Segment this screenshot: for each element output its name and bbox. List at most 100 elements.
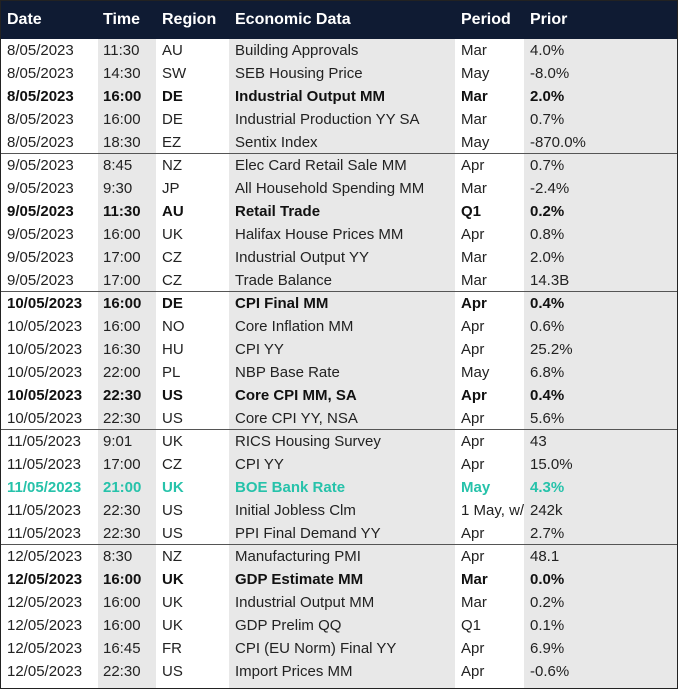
table-cell: 17:00 <box>103 272 141 289</box>
table-cell: 16:00 <box>103 111 141 128</box>
table-cell: 14:30 <box>103 65 141 82</box>
table-cell: 0.2% <box>530 203 565 220</box>
table-cell: 22:30 <box>103 387 142 404</box>
table-cell: SEB Housing Price <box>235 65 363 82</box>
table-cell: 8:45 <box>103 157 133 174</box>
table-cell: NZ <box>162 548 182 565</box>
table-cell: 16:00 <box>103 594 141 611</box>
table-cell: 25.2% <box>530 341 573 358</box>
table-cell: UK <box>162 433 183 450</box>
table-cell: 16:30 <box>103 341 141 358</box>
table-cell: 242k <box>530 502 563 519</box>
table-cell: 0.2% <box>530 594 565 611</box>
header-cell: Economic Data <box>235 11 351 28</box>
table-cell: 14.3B <box>530 272 570 289</box>
table-cell: 0.1% <box>530 617 565 634</box>
table-cell: 16:00 <box>103 295 142 312</box>
table-cell: 16:45 <box>103 640 141 657</box>
table-cell: Apr <box>461 410 485 427</box>
table-cell: GDP Prelim QQ <box>235 617 342 634</box>
table-cell: Apr <box>461 525 485 542</box>
table-cell: Apr <box>461 318 485 335</box>
table-cell: Apr <box>461 226 485 243</box>
table-cell: 16:00 <box>103 318 141 335</box>
table-cell: PPI Final Demand YY <box>235 525 381 542</box>
table-cell: Mar <box>461 88 488 105</box>
table-cell: US <box>162 410 183 427</box>
table-cell: 16:00 <box>103 571 142 588</box>
table-cell: Mar <box>461 111 487 128</box>
table-cell: AU <box>162 203 184 220</box>
table-cell: 2.0% <box>530 249 565 266</box>
table-cell: Import Prices MM <box>235 663 353 680</box>
table-cell: NZ <box>162 157 182 174</box>
table-cell: Mar <box>461 594 487 611</box>
table-cell: Building Approvals <box>235 42 359 59</box>
table-cell: 0.8% <box>530 226 565 243</box>
table-cell: CPI (EU Norm) Final YY <box>235 640 397 657</box>
group-separator <box>1 429 677 430</box>
table-cell: GDP Estimate MM <box>235 571 364 588</box>
header-cell: Region <box>162 11 217 28</box>
table-cell: 12/05/2023 <box>7 548 83 565</box>
table-cell: Mar <box>461 180 487 197</box>
table-cell: Industrial Output MM <box>235 88 385 105</box>
table-cell: US <box>162 502 183 519</box>
table-cell: UK <box>162 594 183 611</box>
table-cell: 0.0% <box>530 571 565 588</box>
table-cell: -2.4% <box>530 180 570 197</box>
table-cell: CZ <box>162 272 182 289</box>
table-cell: US <box>162 387 183 404</box>
table-cell: NO <box>162 318 185 335</box>
table-cell: 9/05/2023 <box>7 226 74 243</box>
table-cell: BOE Bank Rate <box>235 479 346 496</box>
table-cell: 22:30 <box>103 525 141 542</box>
table-cell: 22:30 <box>103 410 141 427</box>
table-cell: 8/05/2023 <box>7 111 74 128</box>
table-cell: 11/05/2023 <box>7 525 81 542</box>
table-cell: 10/05/2023 <box>7 318 83 335</box>
table-cell: 10/05/2023 <box>7 295 83 312</box>
table-cell: 15.0% <box>530 456 573 473</box>
table-cell: 9/05/2023 <box>7 157 74 174</box>
table-cell: 11:30 <box>103 203 141 220</box>
table-cell: CZ <box>162 456 182 473</box>
table-cell: 8:30 <box>103 548 133 565</box>
table-cell: RICS Housing Survey <box>235 433 381 450</box>
table-cell: 9/05/2023 <box>7 249 74 266</box>
table-cell: UK <box>162 571 184 588</box>
table-cell: Mar <box>461 571 488 588</box>
table-cell: Apr <box>461 157 485 174</box>
table-cell: UK <box>162 617 183 634</box>
table-cell: Apr <box>461 456 485 473</box>
table-cell: Trade Balance <box>235 272 333 289</box>
table-cell: CZ <box>162 249 182 266</box>
table-cell: 8/05/2023 <box>7 65 74 82</box>
table-cell: 9:30 <box>103 180 133 197</box>
table-cell: Mar <box>461 42 487 59</box>
table-cell: Sentix Index <box>235 134 318 151</box>
table-cell: 4.0% <box>530 42 565 59</box>
table-cell: JP <box>162 180 180 197</box>
table-cell: UK <box>162 479 184 496</box>
table-cell: PL <box>162 364 181 381</box>
table-cell: 12/05/2023 <box>7 640 83 657</box>
table-cell: Manufacturing PMI <box>235 548 361 565</box>
table-cell: 16:00 <box>103 88 142 105</box>
table-cell: DE <box>162 295 183 312</box>
table-cell: 11/05/2023 <box>7 479 82 496</box>
table-cell: HU <box>162 341 184 358</box>
table-cell: 11/05/2023 <box>7 433 81 450</box>
table-cell: Apr <box>461 548 485 565</box>
table-cell: Retail Trade <box>235 203 321 220</box>
column-shade <box>229 39 455 688</box>
table-cell: Apr <box>461 640 485 657</box>
table-cell: 8/05/2023 <box>7 134 74 151</box>
table-cell: DE <box>162 88 183 105</box>
table-cell: 11/05/2023 <box>7 456 81 473</box>
table-cell: FR <box>162 640 182 657</box>
table-cell: DE <box>162 111 183 128</box>
table-cell: 12/05/2023 <box>7 617 83 634</box>
table-cell: Q1 <box>461 617 482 634</box>
